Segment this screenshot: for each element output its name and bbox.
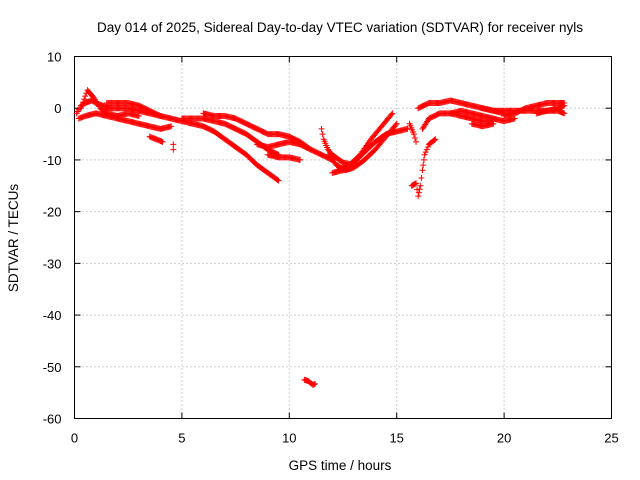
data-point-marker: [392, 122, 399, 129]
data-point-marker: [81, 96, 88, 103]
data-point-marker: [80, 99, 87, 106]
data-point-marker: [420, 156, 427, 163]
y-tick-label: 10: [47, 50, 61, 65]
y-tick-label: -40: [43, 308, 62, 323]
data-point-marker: [318, 125, 325, 132]
series-sat-c: [77, 87, 142, 119]
y-tick-label: -50: [43, 360, 62, 375]
series-sat-q: [408, 136, 439, 200]
x-tick-label: 10: [282, 431, 296, 446]
series-sat-u: [468, 120, 497, 130]
data-point-marker: [274, 176, 281, 183]
data-point-marker: [490, 120, 497, 127]
data-point-marker: [418, 175, 425, 182]
data-point-marker: [79, 102, 86, 109]
series-sat-t: [447, 107, 518, 125]
data-point-marker: [415, 189, 422, 196]
data-point-marker: [410, 131, 417, 138]
y-tick-label: -20: [43, 205, 62, 220]
x-tick-label: 15: [389, 431, 403, 446]
plot-area-frame: [74, 56, 612, 419]
x-tick-label: 20: [497, 431, 511, 446]
data-point-marker: [422, 149, 429, 156]
data-point-marker: [312, 380, 319, 387]
data-point-marker: [413, 180, 420, 187]
data-point-marker: [393, 120, 400, 127]
data-point-marker: [415, 193, 422, 200]
data-point-marker: [423, 146, 430, 153]
data-point-marker: [275, 177, 282, 184]
data-point-marker: [511, 115, 518, 122]
data-point-marker: [311, 381, 318, 388]
series-sat-f: [170, 141, 177, 153]
data-point-marker: [389, 110, 396, 117]
data-point-marker: [135, 112, 142, 119]
y-tick-label: -30: [43, 256, 62, 271]
series-sat-p: [406, 120, 420, 145]
data-point-marker: [432, 136, 439, 143]
data-point-marker: [168, 123, 175, 130]
x-tick-label: 25: [604, 431, 618, 446]
data-point-marker: [388, 111, 395, 118]
series-sat-j: [254, 138, 336, 163]
data-point-marker: [421, 151, 428, 158]
data-point-marker: [561, 100, 568, 107]
series-sat-m: [324, 120, 400, 174]
series-sat-e: [146, 133, 166, 145]
series-sat-a: [73, 97, 164, 119]
data-point-marker: [319, 131, 326, 138]
x-tick-label: 0: [71, 431, 78, 446]
data-point-marker: [413, 138, 420, 145]
series-sat-y: [301, 376, 319, 388]
data-point-marker: [411, 134, 418, 141]
data-point-marker: [416, 186, 423, 193]
data-point-marker: [412, 180, 419, 187]
data-point-marker: [404, 125, 411, 132]
data-point-marker: [159, 138, 166, 145]
series-sat-x: [533, 107, 568, 117]
data-point-marker: [420, 162, 427, 169]
data-point-marker: [431, 136, 438, 143]
series-sat-i: [200, 110, 314, 153]
x-tick-label: 5: [178, 431, 185, 446]
data-point-marker: [561, 110, 568, 117]
axis-ticks: 0 5 10 15 20 25 10 0 -10 -20 -30 -40 -50 -60: [43, 50, 619, 446]
y-tick-label: -10: [43, 153, 62, 168]
data-point-marker: [424, 144, 431, 150]
data-point-marker: [82, 93, 89, 100]
series-sat-o: [329, 125, 411, 176]
data-point-marker: [170, 141, 177, 148]
data-point-marker: [170, 146, 177, 153]
series-sat-d: [103, 100, 175, 122]
y-tick-label: -60: [43, 412, 62, 427]
x-axis-label: GPS time / hours: [289, 458, 392, 473]
data-point-marker: [419, 167, 426, 174]
y-axis-label: SDTVAR / TECUs: [6, 184, 21, 293]
series-sat-w: [501, 100, 568, 119]
chart-title: Day 014 of 2025, Sidereal Day-to-day VTE…: [97, 20, 583, 35]
series-sat-g: [168, 115, 282, 184]
series-sat-k: [264, 151, 304, 163]
y-tick-label: 0: [54, 101, 61, 116]
data-point-marker: [297, 156, 304, 163]
data-point-marker: [417, 182, 424, 189]
data-point-marker: [77, 105, 84, 112]
data-points: [73, 87, 568, 388]
